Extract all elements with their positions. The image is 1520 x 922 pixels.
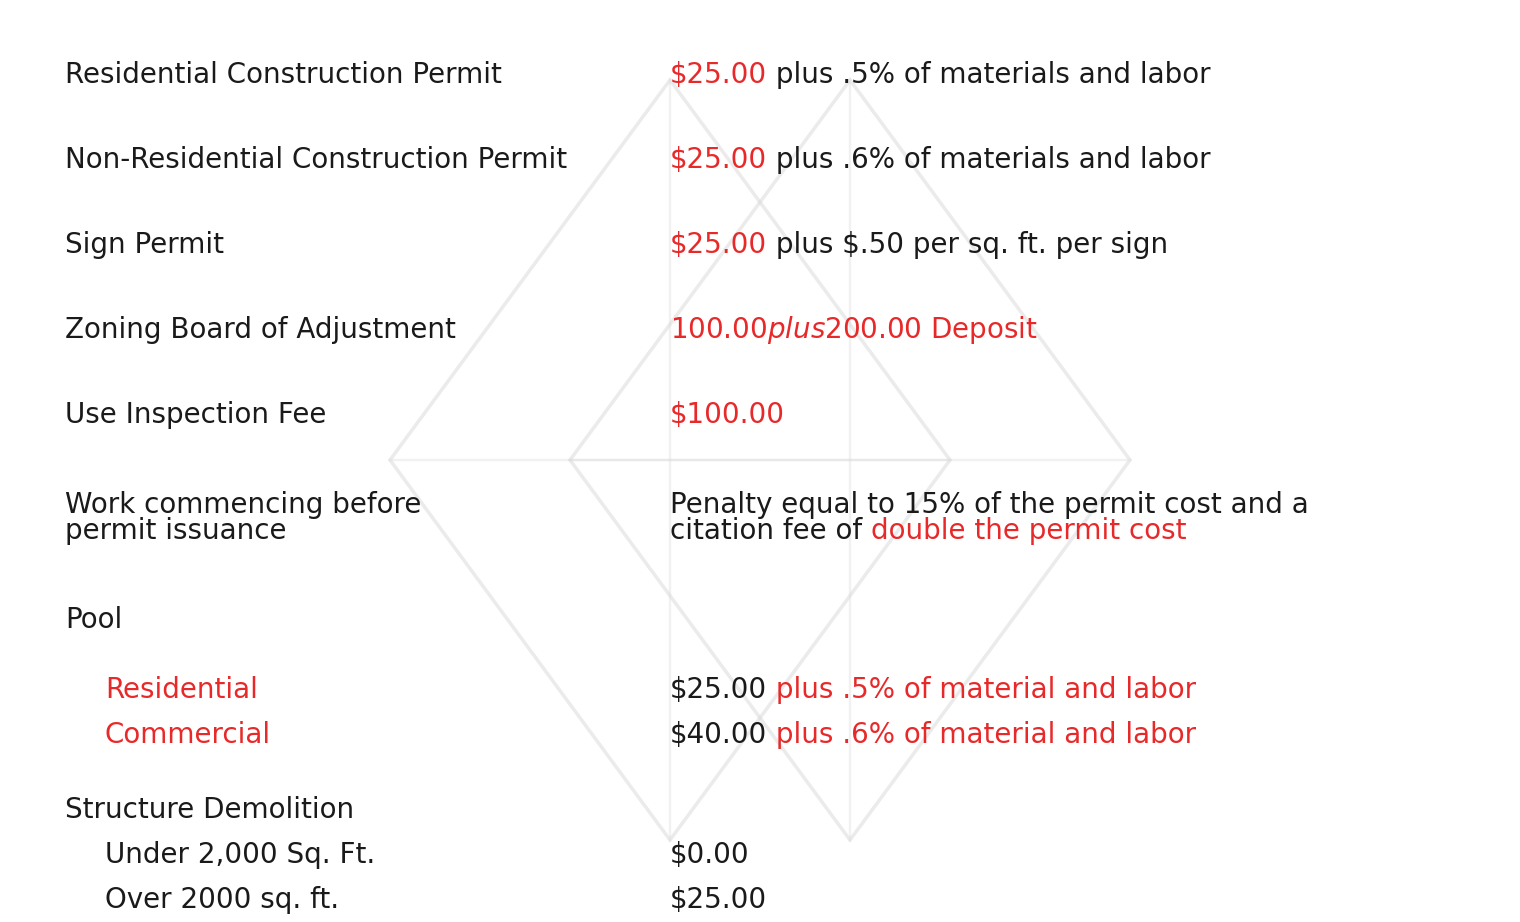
- Text: Over 2000 sq. ft.: Over 2000 sq. ft.: [105, 886, 339, 914]
- Text: Pool: Pool: [65, 606, 122, 634]
- Text: $25.00: $25.00: [670, 676, 768, 704]
- Text: plus .6% of materials and labor: plus .6% of materials and labor: [768, 146, 1211, 174]
- Text: Sign Permit: Sign Permit: [65, 231, 223, 259]
- Text: $100.00 plus $200.00 Deposit: $100.00 plus $200.00 Deposit: [670, 314, 1038, 346]
- Text: permit issuance: permit issuance: [65, 517, 286, 545]
- Text: $25.00: $25.00: [670, 231, 768, 259]
- Text: plus $.50 per sq. ft. per sign: plus $.50 per sq. ft. per sign: [768, 231, 1169, 259]
- Text: double the permit cost: double the permit cost: [871, 517, 1187, 545]
- Text: Zoning Board of Adjustment: Zoning Board of Adjustment: [65, 316, 456, 344]
- Text: plus .5% of materials and labor: plus .5% of materials and labor: [768, 61, 1211, 89]
- Text: $40.00: $40.00: [670, 721, 768, 749]
- Text: Non-Residential Construction Permit: Non-Residential Construction Permit: [65, 146, 567, 174]
- Text: Under 2,000 Sq. Ft.: Under 2,000 Sq. Ft.: [105, 841, 375, 869]
- Text: $25.00: $25.00: [670, 886, 768, 914]
- Text: $25.00: $25.00: [670, 146, 768, 174]
- Text: Commercial: Commercial: [105, 721, 271, 749]
- Text: plus .6% of material and labor: plus .6% of material and labor: [768, 721, 1196, 749]
- Text: Residential: Residential: [105, 676, 258, 704]
- Text: $25.00: $25.00: [670, 61, 768, 89]
- Text: Work commencing before: Work commencing before: [65, 491, 421, 519]
- Text: Use Inspection Fee: Use Inspection Fee: [65, 401, 327, 429]
- Text: $0.00: $0.00: [670, 841, 749, 869]
- Text: plus .5% of material and labor: plus .5% of material and labor: [768, 676, 1196, 704]
- Text: Structure Demolition: Structure Demolition: [65, 796, 354, 824]
- Text: Residential Construction Permit: Residential Construction Permit: [65, 61, 502, 89]
- Text: Penalty equal to 15% of the permit cost and a: Penalty equal to 15% of the permit cost …: [670, 491, 1309, 519]
- Text: citation fee of: citation fee of: [670, 517, 871, 545]
- Text: $100.00: $100.00: [670, 401, 784, 429]
